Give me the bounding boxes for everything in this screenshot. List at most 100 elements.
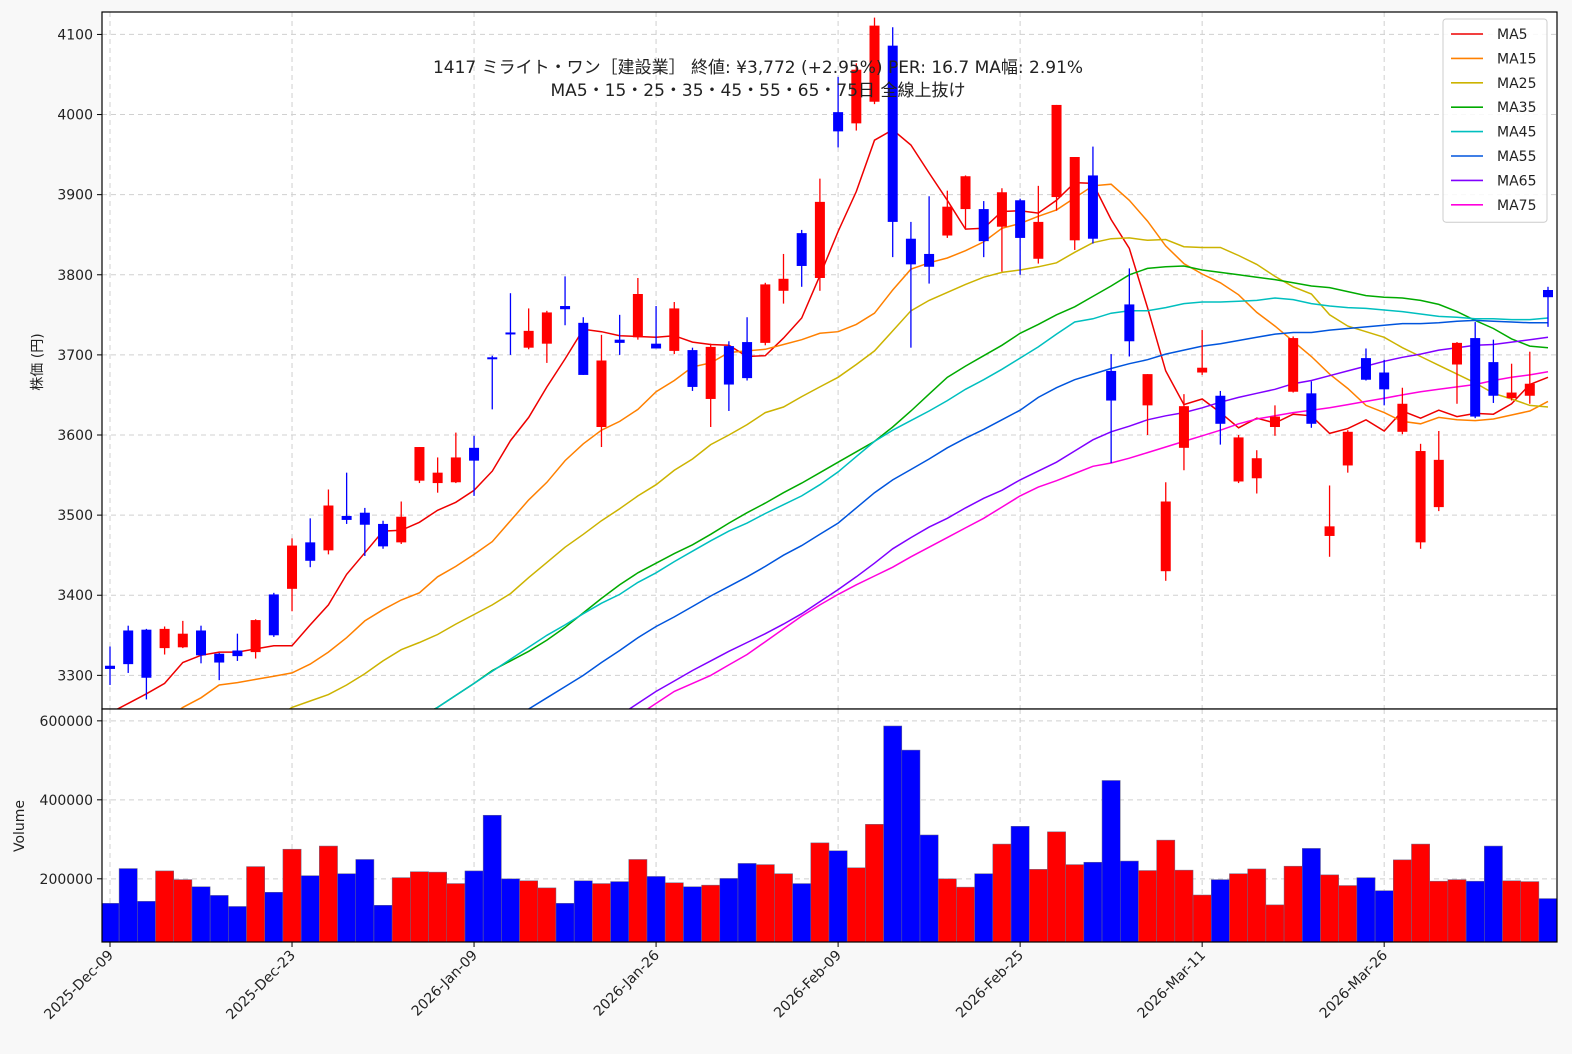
candle-body — [232, 650, 243, 657]
candle — [560, 276, 571, 326]
candle-body — [469, 447, 480, 461]
candle-body — [1233, 437, 1244, 482]
candle — [1524, 351, 1535, 404]
candle — [432, 457, 443, 493]
volume-bar — [537, 887, 557, 942]
candle — [960, 175, 971, 230]
legend-entry: MA35 — [1497, 100, 1536, 116]
candle — [1488, 339, 1499, 403]
candle — [869, 17, 880, 105]
candle-body — [760, 284, 771, 343]
price-y-axis-label: 株価 (円) — [30, 333, 46, 390]
candle-body — [1433, 459, 1444, 508]
candle — [1415, 443, 1426, 549]
candle-body — [1215, 395, 1226, 424]
candle — [1233, 435, 1244, 484]
ma-line-ma55 — [527, 319, 1548, 709]
legend-entry: MA45 — [1497, 125, 1536, 141]
volume-bar — [1028, 869, 1048, 942]
candle-body — [778, 278, 789, 291]
candle — [814, 178, 825, 291]
candle — [1051, 104, 1062, 211]
volume-bar — [628, 859, 648, 942]
candle — [723, 341, 734, 411]
candle-body — [1543, 289, 1553, 298]
legend-box — [1442, 18, 1548, 223]
price-tick-label: 3700 — [57, 348, 93, 364]
candle — [123, 625, 134, 673]
volume-bar — [246, 866, 265, 942]
price-y-ticks: 3300 3400 3500 3600 3700 3800 3900 4000 4100 — [57, 27, 102, 684]
volume-bar — [300, 875, 320, 942]
volume-bar — [865, 824, 884, 942]
candle-body — [1451, 342, 1462, 365]
candle-body — [905, 238, 916, 265]
candle-body — [669, 308, 680, 351]
price-tick-label: 3800 — [57, 268, 93, 284]
volume-bar — [1192, 894, 1212, 942]
volume-bar — [464, 870, 484, 942]
candle — [1288, 336, 1299, 393]
candle-body — [742, 342, 753, 379]
candle — [341, 472, 352, 524]
candle-body — [1415, 451, 1426, 543]
volume-bar — [191, 886, 211, 942]
volume-bar — [118, 868, 138, 942]
volume-bar — [1138, 870, 1157, 942]
volume-bar — [701, 884, 721, 942]
candle-body — [214, 653, 225, 663]
candle — [1106, 354, 1117, 464]
candle — [1215, 390, 1226, 445]
volume-bar — [664, 882, 684, 942]
candle — [523, 308, 534, 350]
candle-body — [141, 629, 152, 678]
price-tick-label: 3900 — [57, 188, 93, 204]
candle — [996, 188, 1007, 272]
candle — [1470, 322, 1481, 419]
candle-body — [1524, 383, 1535, 396]
price-tick-label: 3300 — [57, 668, 93, 684]
candle-body — [1506, 392, 1517, 399]
candle-body — [1015, 200, 1026, 238]
volume-bar — [828, 850, 848, 942]
candle-body — [632, 294, 643, 338]
volume-bar — [719, 878, 739, 942]
candle-body — [796, 233, 807, 266]
candle — [632, 277, 643, 340]
candle — [487, 355, 498, 410]
ma-line-ma45 — [433, 297, 1549, 709]
candle-body — [687, 350, 698, 387]
volume-bar — [974, 873, 994, 942]
legend-entry: MA65 — [1497, 173, 1536, 189]
candle-body — [505, 332, 516, 335]
candle-body — [560, 306, 571, 310]
candle-body — [1379, 372, 1390, 390]
price-tick-label: 3400 — [57, 588, 93, 604]
volume-bar — [919, 834, 939, 942]
candle-body — [996, 192, 1007, 227]
volume-bar — [810, 842, 830, 942]
candle-body — [1197, 367, 1208, 373]
candle-body — [1342, 431, 1353, 466]
candle-body — [414, 447, 425, 481]
candle-body — [432, 472, 443, 484]
candle-body — [960, 176, 971, 210]
candle — [1506, 363, 1517, 401]
ma-line-ma15 — [179, 183, 1549, 709]
candle-body — [1324, 526, 1335, 536]
candle — [1397, 387, 1408, 435]
candle-body — [378, 523, 389, 547]
price-panel: 3300 3400 3500 3600 3700 3800 3900 4000 4100 141… — [30, 11, 1558, 710]
volume-bar — [1010, 826, 1030, 942]
candle — [214, 652, 225, 681]
ma-line-ma65 — [628, 336, 1549, 709]
volume-bar — [391, 877, 411, 942]
candle — [1178, 394, 1189, 471]
candle — [796, 229, 807, 287]
candle-body — [541, 312, 552, 344]
candle — [614, 314, 625, 355]
volume-panel: 200000 400000 600000 Volume — [12, 708, 1558, 943]
legend: MA5 MA15 MA25 MA35 MA45 MA55 MA65 MA75 — [1442, 18, 1548, 223]
volume-bar — [1520, 881, 1540, 942]
